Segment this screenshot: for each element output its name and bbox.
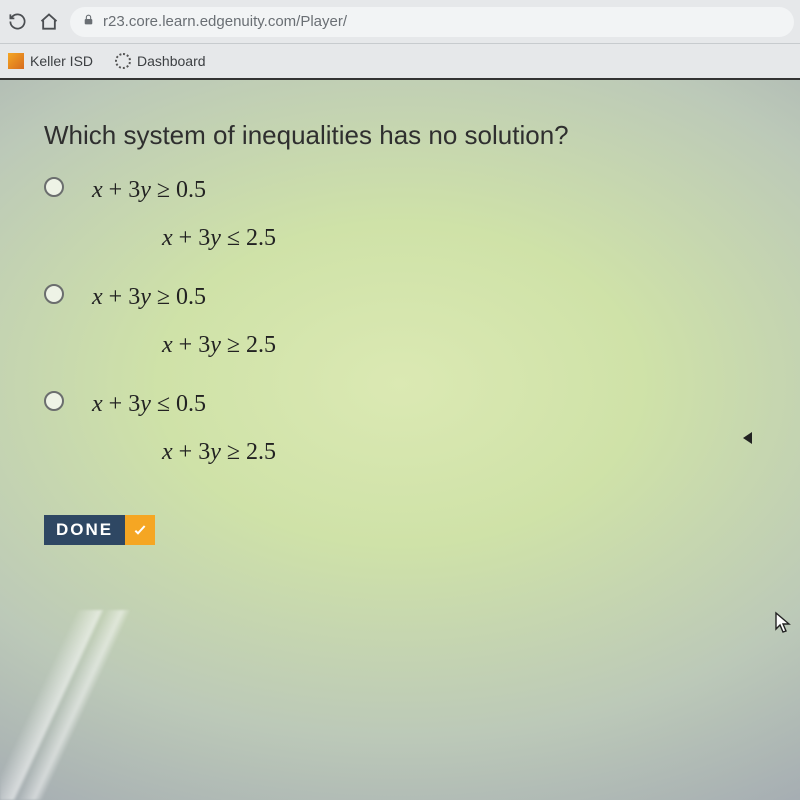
question-panel: Which system of inequalities has no solu… bbox=[0, 80, 800, 565]
radio-button[interactable] bbox=[44, 391, 64, 411]
inequality-line: x + 3y ≤ 2.5 bbox=[92, 219, 276, 257]
answer-option-2[interactable]: x + 3y ≥ 0.5 x + 3y ≥ 2.5 bbox=[44, 278, 770, 365]
inequality-line: x + 3y ≥ 2.5 bbox=[92, 433, 276, 471]
option-math: x + 3y ≤ 0.5 x + 3y ≥ 2.5 bbox=[92, 385, 276, 472]
lock-icon bbox=[82, 13, 95, 30]
inequality-line: x + 3y ≥ 0.5 bbox=[92, 171, 276, 209]
cursor-icon bbox=[774, 611, 792, 640]
option-math: x + 3y ≥ 0.5 x + 3y ≤ 2.5 bbox=[92, 171, 276, 258]
question-prompt: Which system of inequalities has no solu… bbox=[44, 120, 770, 151]
bookmark-label: Dashboard bbox=[137, 53, 206, 69]
bookmarks-bar: Keller ISD Dashboard bbox=[0, 44, 800, 80]
inequality-line: x + 3y ≥ 2.5 bbox=[92, 326, 276, 364]
option-math: x + 3y ≥ 0.5 x + 3y ≥ 2.5 bbox=[92, 278, 276, 365]
inequality-line: x + 3y ≤ 0.5 bbox=[92, 385, 276, 423]
caret-icon bbox=[743, 432, 752, 444]
inequality-line: x + 3y ≥ 0.5 bbox=[92, 278, 276, 316]
reload-icon[interactable] bbox=[6, 11, 28, 33]
url-text: r23.core.learn.edgenuity.com/Player/ bbox=[103, 13, 347, 30]
check-icon bbox=[125, 515, 155, 545]
answer-option-3[interactable]: x + 3y ≤ 0.5 x + 3y ≥ 2.5 bbox=[44, 385, 770, 472]
bookmark-dashboard[interactable]: Dashboard bbox=[115, 53, 206, 69]
home-icon[interactable] bbox=[38, 11, 60, 33]
favicon-icon bbox=[115, 53, 131, 69]
bookmark-label: Keller ISD bbox=[30, 53, 93, 69]
answer-option-1[interactable]: x + 3y ≥ 0.5 x + 3y ≤ 2.5 bbox=[44, 171, 770, 258]
bookmark-keller-isd[interactable]: Keller ISD bbox=[8, 53, 93, 69]
done-button[interactable]: DONE bbox=[44, 515, 155, 545]
browser-toolbar: r23.core.learn.edgenuity.com/Player/ bbox=[0, 0, 800, 44]
favicon-icon bbox=[8, 53, 24, 69]
screen-glare bbox=[0, 610, 130, 800]
radio-button[interactable] bbox=[44, 177, 64, 197]
address-bar[interactable]: r23.core.learn.edgenuity.com/Player/ bbox=[70, 7, 794, 37]
radio-button[interactable] bbox=[44, 284, 64, 304]
done-label: DONE bbox=[44, 515, 125, 545]
